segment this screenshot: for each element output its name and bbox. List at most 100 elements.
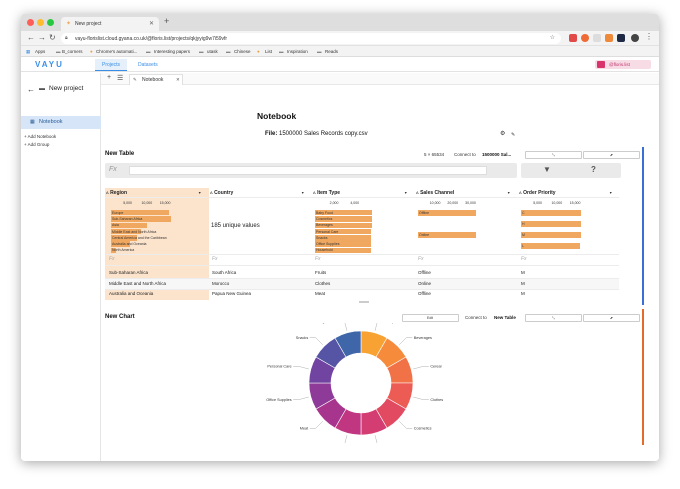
forward-icon[interactable]: → bbox=[38, 33, 46, 42]
nav-tab-projects[interactable]: Projects bbox=[95, 59, 128, 71]
bookmark[interactable]: B_corners bbox=[62, 49, 83, 54]
column-header-order-priority[interactable]: A Order Priority bbox=[519, 190, 556, 196]
histogram-bar[interactable] bbox=[315, 247, 372, 254]
back-icon[interactable]: ← bbox=[27, 33, 35, 42]
user-menu[interactable]: @floris.list bbox=[595, 60, 651, 69]
table-collapse-button[interactable]: ⤡ bbox=[525, 151, 582, 159]
bookmark[interactable]: Apps bbox=[35, 49, 46, 54]
column-header-sales-channel[interactable]: A Sales Channel bbox=[416, 190, 454, 196]
avatar-icon[interactable] bbox=[631, 34, 639, 42]
add-group-button[interactable]: + Add Group bbox=[24, 142, 49, 147]
extension-icon[interactable] bbox=[569, 34, 577, 42]
add-tab-icon[interactable]: + bbox=[107, 74, 112, 81]
histogram-bar[interactable] bbox=[521, 243, 581, 249]
bookmark[interactable]: Inspiration bbox=[287, 49, 308, 54]
table-open-button[interactable]: ⬈ bbox=[583, 151, 640, 159]
pie-slice[interactable] bbox=[334, 330, 362, 358]
app-logo[interactable]: VAYU bbox=[35, 60, 64, 69]
chart-collapse-button[interactable]: ⤡ bbox=[525, 314, 582, 322]
bookmark[interactable]: utask bbox=[207, 49, 218, 54]
bookmark[interactable]: Chinese bbox=[234, 49, 251, 54]
column-header-item-type[interactable]: A Item Type bbox=[313, 190, 340, 196]
sidebar-item-notebook[interactable]: ▦ Notebook bbox=[21, 116, 101, 129]
extension-icon[interactable] bbox=[593, 34, 601, 42]
resize-handle[interactable] bbox=[359, 301, 369, 303]
extension-icon[interactable] bbox=[581, 34, 589, 42]
column-menu-icon[interactable]: ▼ bbox=[507, 191, 511, 195]
histogram-bar[interactable] bbox=[315, 210, 372, 216]
column-name: Country bbox=[214, 190, 234, 196]
column-fx[interactable]: Fx bbox=[521, 256, 527, 262]
bookmark[interactable]: List bbox=[265, 49, 273, 54]
column-header-region[interactable]: A Region bbox=[106, 190, 127, 196]
column-menu-icon[interactable]: ▼ bbox=[609, 191, 613, 195]
histogram-bar[interactable] bbox=[315, 228, 372, 235]
column-menu-icon[interactable]: ▼ bbox=[404, 191, 408, 195]
histogram-tick-label: 5,000 bbox=[123, 201, 132, 205]
chart-edit-button[interactable]: Edit bbox=[402, 314, 459, 322]
chart-open-button[interactable]: ⬈ bbox=[583, 314, 640, 322]
table-row[interactable]: Sub-Saharan Africa South Africa Fruits O… bbox=[105, 269, 619, 278]
connect-target[interactable]: 1500000 Sal... bbox=[482, 152, 512, 157]
histogram-bar[interactable] bbox=[111, 247, 117, 254]
histogram-bar[interactable] bbox=[418, 232, 476, 238]
column-fx[interactable]: Fx bbox=[109, 256, 115, 262]
histogram-bar[interactable] bbox=[521, 210, 581, 216]
table-cell: Sub-Saharan Africa bbox=[109, 270, 149, 275]
reload-icon[interactable]: ↻ bbox=[49, 33, 56, 42]
column-menu-icon[interactable]: ▼ bbox=[301, 191, 305, 195]
collapse-icon: ⤡ bbox=[552, 153, 555, 157]
column-fx[interactable]: Fx bbox=[418, 256, 424, 262]
table-row[interactable]: Middle East and North Africa Morocco Clo… bbox=[105, 279, 619, 289]
chart-connect-target[interactable]: New Table bbox=[494, 315, 516, 320]
histogram-bar[interactable] bbox=[111, 228, 141, 235]
maximize-window-icon[interactable] bbox=[47, 19, 54, 26]
bookmark[interactable]: Chrome's automati... bbox=[96, 49, 138, 54]
browser-tab[interactable]: ✦ New project ✕ bbox=[61, 17, 159, 31]
bookmark[interactable]: Interesting papers bbox=[154, 49, 191, 54]
close-tab-icon[interactable]: ✕ bbox=[176, 77, 180, 82]
histogram-bar[interactable] bbox=[315, 241, 372, 247]
table-row[interactable]: Australia and Oceania Papua New Guinea M… bbox=[105, 290, 619, 299]
column-fx[interactable]: Fx bbox=[212, 256, 218, 262]
tab-notebook[interactable]: ✎ Notebook ✕ bbox=[129, 74, 183, 85]
extension-icon[interactable] bbox=[605, 34, 613, 42]
close-tab-icon[interactable]: ✕ bbox=[148, 21, 154, 27]
more-menu-icon[interactable]: ⋮ bbox=[645, 32, 653, 41]
table-cell: Australia and Oceania bbox=[109, 291, 154, 296]
pie-label-leader bbox=[309, 337, 323, 345]
histogram-bar[interactable] bbox=[111, 222, 147, 229]
histogram-bar[interactable] bbox=[418, 210, 477, 216]
extension-icon[interactable] bbox=[617, 34, 625, 42]
histogram-bar[interactable] bbox=[111, 210, 170, 216]
star-icon[interactable]: ☆ bbox=[549, 35, 555, 41]
histogram-bar[interactable] bbox=[111, 216, 172, 222]
close-window-icon[interactable] bbox=[27, 19, 34, 26]
column-fx[interactable]: Fx bbox=[315, 256, 321, 262]
column-header-country[interactable]: A Country bbox=[210, 190, 233, 196]
histogram-bar[interactable] bbox=[315, 216, 372, 222]
histogram-bar[interactable] bbox=[315, 222, 372, 229]
back-arrow-icon[interactable]: ← bbox=[27, 85, 35, 94]
browser-tabbar: ✦ New project ✕ + bbox=[21, 14, 659, 31]
new-tab-icon[interactable]: + bbox=[164, 16, 170, 26]
help-icon[interactable]: ? bbox=[591, 165, 596, 174]
settings-gear-icon[interactable]: ⚙ bbox=[500, 131, 506, 137]
pie-label-leader bbox=[309, 421, 323, 429]
histogram-bar[interactable] bbox=[521, 221, 581, 227]
menu-icon[interactable]: ☰ bbox=[117, 75, 124, 82]
histogram-bar[interactable] bbox=[521, 232, 581, 238]
formula-input[interactable] bbox=[129, 166, 487, 175]
column-menu-icon[interactable]: ▼ bbox=[198, 191, 202, 195]
minimize-window-icon[interactable] bbox=[37, 19, 44, 26]
bookmarks-bar: ▦ Apps ▬ B_corners ● Chrome's automati..… bbox=[21, 46, 659, 57]
filter-icon[interactable]: ▼ bbox=[543, 165, 551, 174]
add-notebook-button[interactable]: + Add Notebook bbox=[24, 134, 56, 139]
bookmark[interactable]: Reads bbox=[325, 49, 339, 54]
edit-pencil-icon[interactable]: ✎ bbox=[511, 132, 516, 138]
histogram-bar[interactable] bbox=[111, 235, 137, 241]
histogram-bar[interactable] bbox=[315, 235, 372, 241]
url-input[interactable]: 🔒︎ vayu-floris​list.cloud.gyana.co.uk/@f… bbox=[61, 33, 561, 44]
nav-tab-datasets[interactable]: Datasets bbox=[138, 62, 158, 68]
histogram-bar[interactable] bbox=[111, 241, 131, 247]
